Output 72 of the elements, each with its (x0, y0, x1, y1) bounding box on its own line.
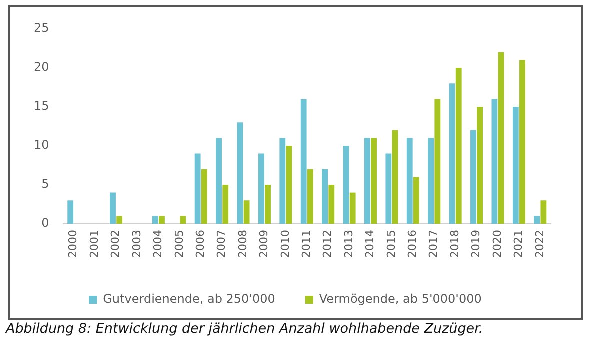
x-tick-label: 2021 (512, 230, 526, 258)
bar (540, 200, 547, 224)
bar (286, 146, 292, 224)
y-tick-label: 0 (42, 216, 50, 230)
bar (371, 138, 377, 224)
bar (307, 169, 314, 224)
x-tick-label: 2013 (342, 230, 356, 258)
bar (201, 169, 208, 224)
bar (68, 200, 74, 224)
bar (216, 138, 222, 224)
bar (194, 154, 201, 224)
bar (152, 216, 158, 224)
bar (470, 130, 476, 224)
legend-label: Gutverdienende, ab 250'000 (103, 292, 276, 306)
x-tick-label: 2003 (130, 230, 144, 258)
x-tick-label: 2012 (321, 230, 334, 258)
bar (343, 146, 350, 224)
bar (110, 192, 116, 224)
x-tick-label: 2004 (152, 230, 165, 258)
bar (498, 52, 504, 224)
x-tick-label: 2005 (172, 230, 186, 258)
y-tick-label: 15 (34, 99, 50, 114)
x-tick-label: 2011 (300, 230, 313, 258)
x-tick-label: 2015 (384, 230, 398, 258)
x-tick-label: 2016 (406, 230, 420, 258)
bar (244, 200, 250, 224)
bar (534, 216, 540, 224)
x-tick-label: 2009 (258, 230, 271, 258)
bar (300, 99, 307, 224)
x-tick-label: 2010 (278, 230, 292, 258)
bar (265, 185, 271, 224)
bar (222, 185, 229, 224)
y-tick-label: 10 (34, 138, 50, 152)
y-tick-label: 5 (42, 177, 50, 192)
x-tick-label: 2018 (448, 230, 462, 258)
bar (428, 138, 434, 224)
x-tick-label: 2020 (490, 230, 504, 258)
x-tick-label: 2019 (470, 230, 483, 258)
bar (434, 99, 441, 224)
bar (512, 107, 519, 224)
x-tick-label: 2000 (66, 230, 80, 258)
bar (413, 177, 420, 224)
y-tick-label: 25 (34, 21, 50, 36)
x-tick-label: 2022 (533, 230, 546, 258)
x-tick-label: 2007 (215, 230, 228, 258)
bar (449, 84, 456, 224)
bar (350, 192, 356, 224)
bar (492, 99, 498, 224)
bar (180, 216, 186, 224)
bar (520, 60, 526, 224)
bar (258, 154, 264, 224)
x-tick-label: 2001 (88, 230, 101, 258)
x-tick-label: 2002 (109, 230, 122, 258)
x-tick-label: 2006 (194, 230, 207, 258)
bar (159, 216, 165, 224)
y-tick-label: 20 (34, 60, 50, 74)
bar (477, 107, 484, 224)
bar (328, 185, 335, 224)
x-tick-label: 2014 (364, 230, 377, 258)
bar (364, 138, 370, 224)
bar (406, 138, 413, 224)
bar (322, 169, 328, 224)
bar (280, 138, 286, 224)
text: Abbildung 8: Entwicklung der jährlichen Anzahl wohlhabende Zuzüger. (6, 321, 484, 337)
bar (456, 68, 462, 224)
bar (116, 216, 123, 224)
bar (237, 122, 244, 224)
x-tick-label: 2008 (236, 230, 250, 258)
x-tick-label: 2017 (427, 230, 440, 258)
bar (392, 130, 398, 224)
legend-label: Vermögende, ab 5'000'000 (319, 292, 482, 306)
bar (386, 154, 392, 224)
